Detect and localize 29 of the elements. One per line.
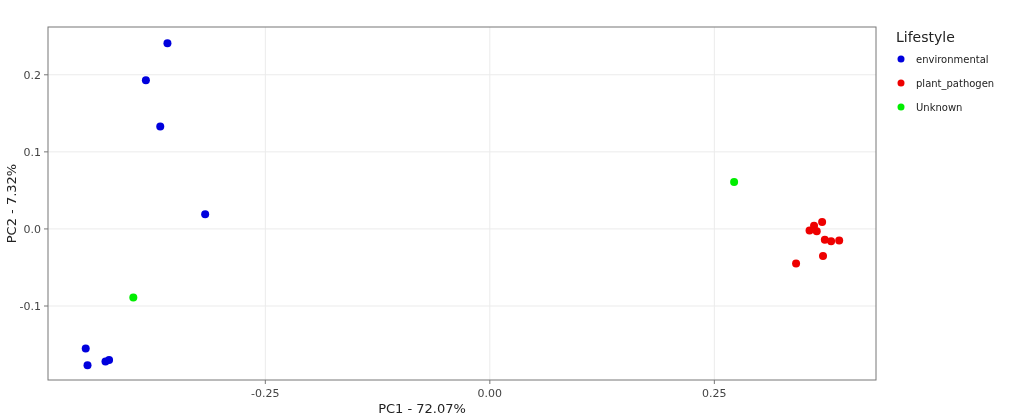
point — [819, 251, 828, 260]
point — [812, 227, 821, 236]
legend-title: Lifestyle — [896, 29, 955, 45]
point — [163, 39, 172, 48]
legend-label: Unknown — [916, 102, 963, 113]
point — [105, 355, 114, 364]
x-tick-label: 0.25 — [702, 387, 727, 400]
y-tick-label: 0.2 — [23, 68, 41, 82]
point — [141, 76, 150, 85]
y-tick-label: 0.0 — [23, 222, 41, 236]
x-tick-label: 0.00 — [477, 387, 503, 400]
point — [81, 344, 90, 353]
y-tick-label: 0.1 — [23, 145, 41, 159]
point — [129, 293, 138, 302]
y-axis-title: PC2 - 7.32% — [4, 163, 19, 244]
point — [83, 361, 92, 370]
point — [730, 177, 739, 186]
y-tick-label: -0.1 — [19, 300, 41, 314]
point — [835, 236, 844, 245]
point — [156, 122, 165, 131]
point — [201, 210, 210, 219]
legend-label: environmental — [916, 54, 989, 65]
x-tick-label: -0.25 — [251, 387, 280, 400]
point — [827, 237, 836, 246]
legend-label: plant_pathogen — [916, 78, 995, 90]
point — [792, 259, 801, 268]
point — [818, 218, 827, 226]
x-axis-title: PC1 - 72.07% — [378, 401, 466, 416]
point — [805, 226, 814, 235]
